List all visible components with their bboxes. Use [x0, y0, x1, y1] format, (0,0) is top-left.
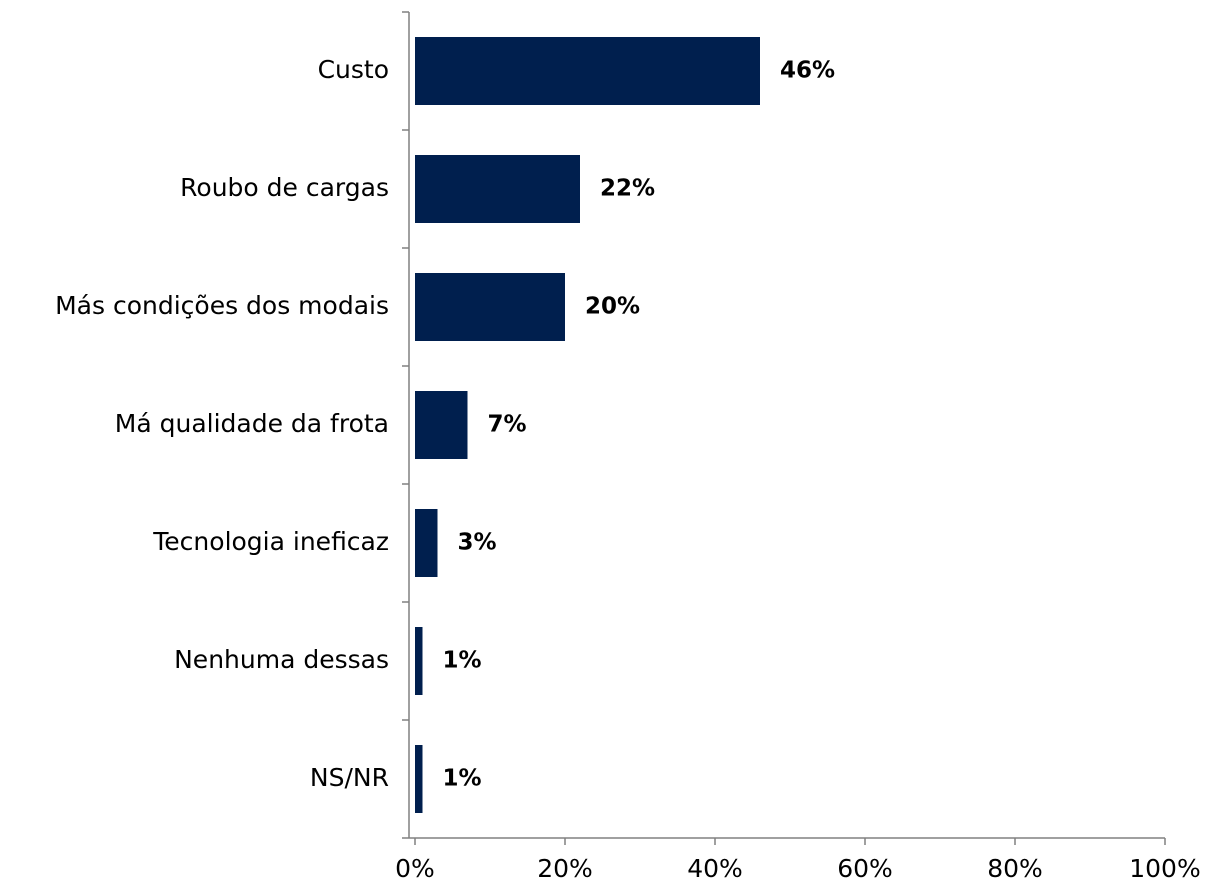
value-label: 3%	[458, 530, 497, 556]
value-label: 22%	[600, 176, 655, 202]
value-label: 1%	[443, 766, 482, 792]
value-label: 46%	[780, 58, 835, 84]
y-tick-label: Roubo de cargas	[180, 173, 389, 202]
x-tick-label: 40%	[687, 854, 743, 883]
bar	[415, 391, 468, 459]
y-tick-label: NS/NR	[310, 763, 389, 792]
value-label: 7%	[488, 412, 527, 438]
x-tick-label: 100%	[1129, 854, 1200, 883]
y-tick-label: Nenhuma dessas	[174, 645, 389, 674]
x-tick-label: 20%	[537, 854, 593, 883]
bar	[415, 509, 438, 577]
bar	[415, 745, 423, 813]
x-tick-label: 80%	[987, 854, 1043, 883]
bar	[415, 627, 423, 695]
x-tick-label: 0%	[395, 854, 435, 883]
y-tick-label: Custo	[318, 55, 389, 84]
bar	[415, 37, 760, 105]
value-label: 1%	[443, 648, 482, 674]
bar	[415, 273, 565, 341]
y-tick-label: Má qualidade da frota	[115, 409, 389, 438]
x-tick-label: 60%	[837, 854, 893, 883]
y-tick-label: Más condições dos modais	[55, 291, 389, 320]
value-label: 20%	[585, 294, 640, 320]
bar	[415, 155, 580, 223]
y-tick-label: Tecnologia ineficaz	[152, 527, 389, 556]
